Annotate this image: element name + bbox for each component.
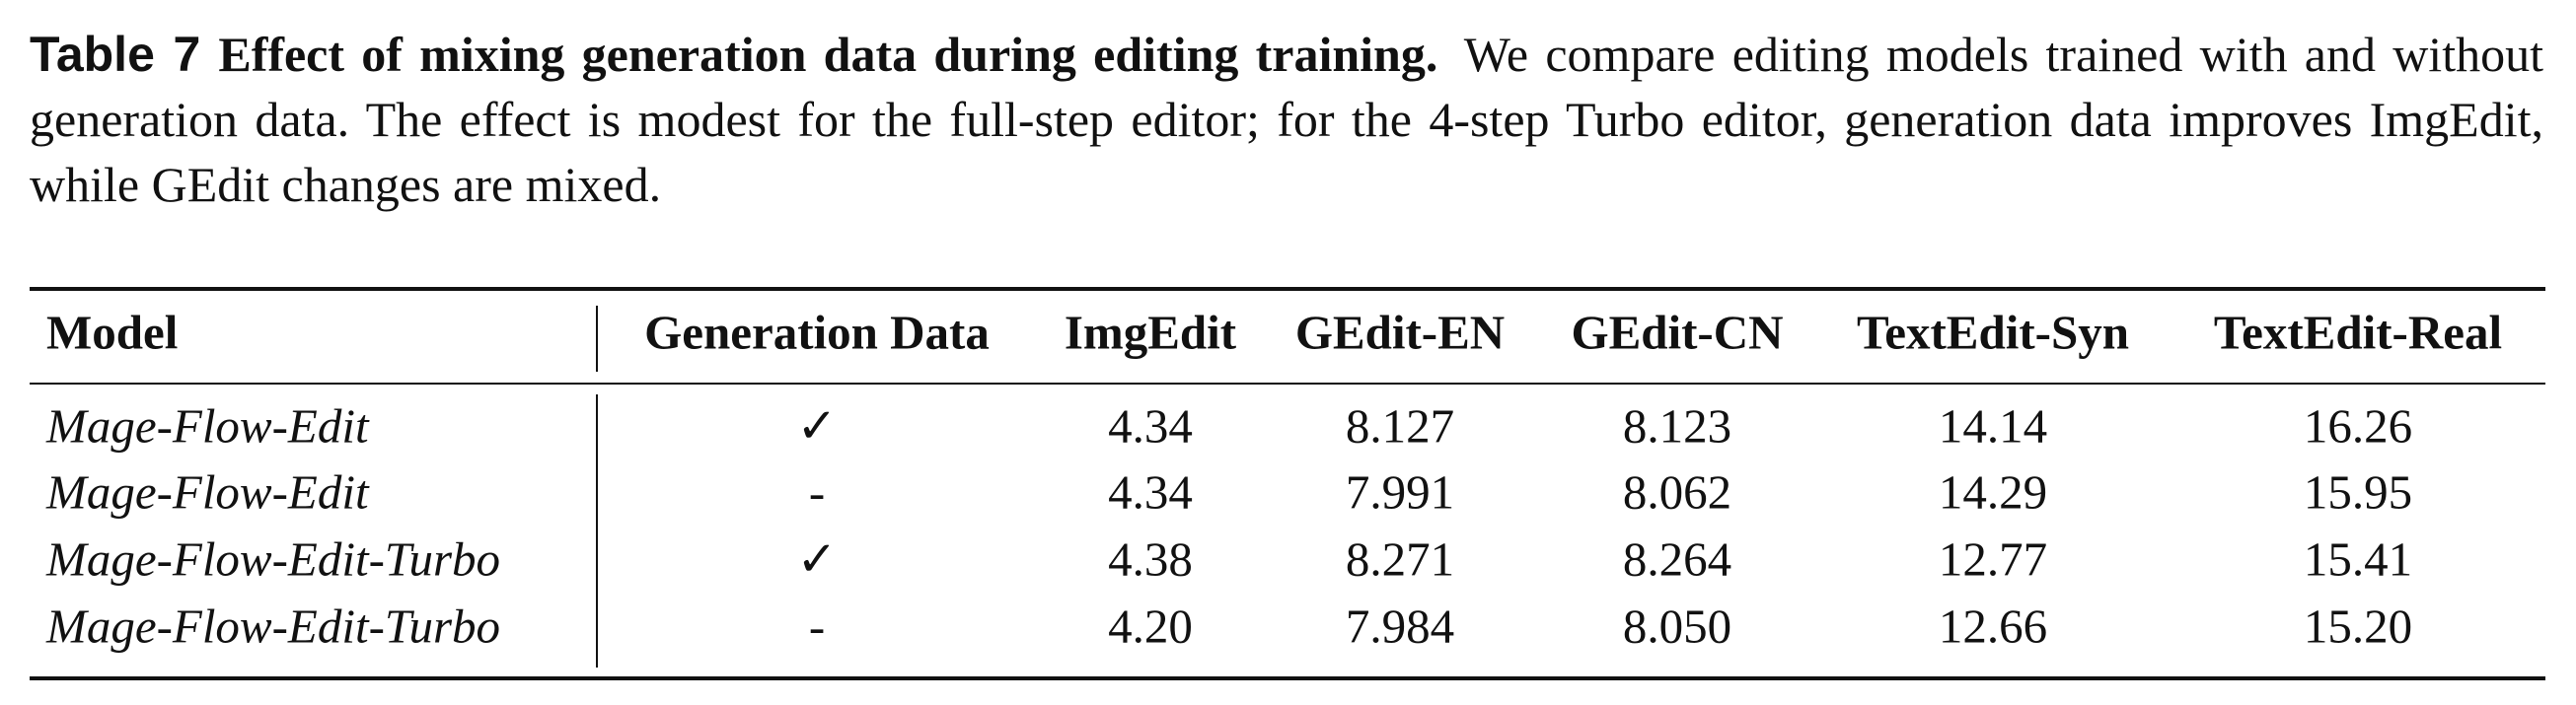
cell: 15.20 (2304, 599, 2412, 653)
cell: 12.66 (1939, 599, 2047, 653)
cell: 7.984 (1346, 599, 1454, 653)
caption: Table 7 Effect of mixing generation data … (30, 22, 2543, 217)
column-header: Model (46, 305, 178, 359)
model-name: Mage-Flow-Edit-Turbo (45, 531, 500, 586)
model-name: Mage-Flow-Edit (45, 398, 370, 453)
cell: 15.41 (2304, 531, 2412, 586)
column-header: Generation Data (644, 305, 990, 359)
column-header: TextEdit-Syn (1857, 305, 2129, 359)
cell: - (809, 599, 825, 653)
column-header: ImgEdit (1065, 305, 1237, 359)
caption-label: Table 7 (30, 27, 201, 82)
cell: 8.123 (1623, 398, 1731, 453)
cell: 16.26 (2304, 398, 2412, 453)
cell: 8.264 (1623, 531, 1731, 586)
cell: 14.29 (1939, 464, 2047, 519)
column-header: GEdit-EN (1295, 305, 1505, 359)
column-header: GEdit-CN (1571, 305, 1783, 359)
model-name: Mage-Flow-Edit (45, 464, 370, 519)
cell: 15.95 (2304, 464, 2412, 519)
cell: 8.050 (1623, 599, 1731, 653)
cell: 7.991 (1346, 464, 1454, 519)
cell: ✓ (796, 531, 837, 586)
cell: 4.20 (1108, 599, 1193, 653)
cell: 8.062 (1623, 464, 1731, 519)
cell: ✓ (796, 398, 837, 453)
cell: - (809, 464, 825, 519)
caption-title: Effect of mixing generation data during … (218, 27, 1438, 82)
cell: 4.34 (1108, 398, 1193, 453)
column-header: TextEdit-Real (2214, 305, 2502, 359)
caption-text: We compare editing models trained with a… (30, 27, 2543, 212)
cell: 4.38 (1108, 531, 1193, 586)
cell: 4.34 (1108, 464, 1193, 519)
cell: 14.14 (1939, 398, 2047, 453)
model-name: Mage-Flow-Edit-Turbo (45, 599, 500, 653)
cell: 8.127 (1346, 398, 1454, 453)
cell: 8.271 (1346, 531, 1454, 586)
cell: 12.77 (1939, 531, 2047, 586)
